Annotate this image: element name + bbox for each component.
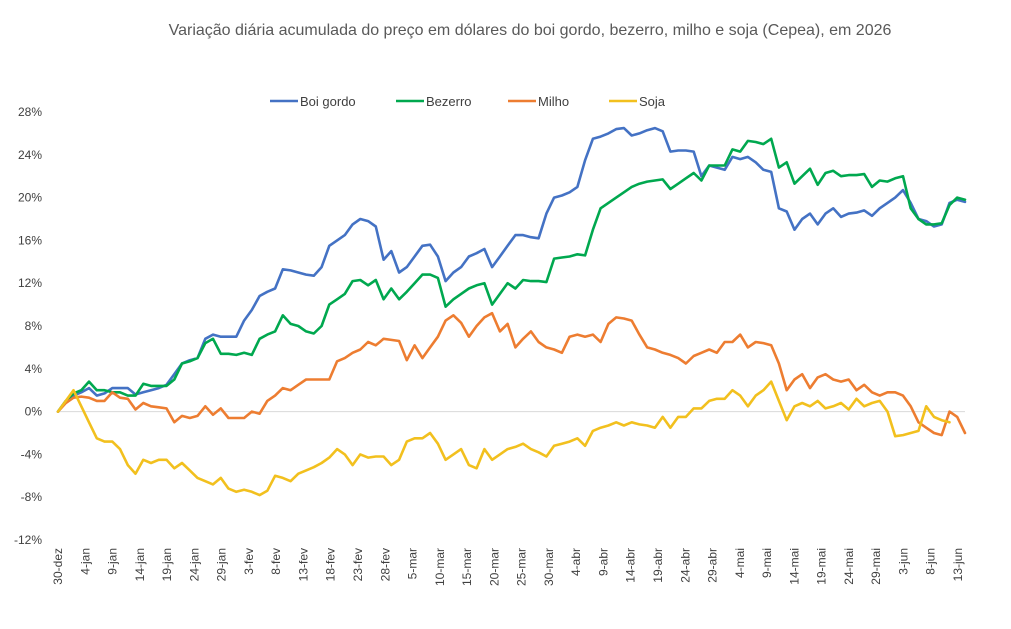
x-tick-label: 24-mai <box>842 548 856 585</box>
x-tick-label: 5-mar <box>406 548 420 579</box>
x-tick-label: 14-jan <box>133 548 147 581</box>
series-line-bezerro <box>56 137 967 413</box>
x-tick-label: 20-mar <box>487 548 501 586</box>
y-tick-label: 8% <box>25 319 43 333</box>
x-tick-label: 28-fev <box>378 548 392 581</box>
legend-label: Milho <box>538 94 569 109</box>
x-axis: 30-dez 4-jan 9-jan 14-jan 19-jan 24-jan 29-jan… <box>51 548 965 586</box>
x-tick-label: 18-fev <box>324 548 338 581</box>
series-group <box>56 126 967 497</box>
x-tick-label: 19-mai <box>815 548 829 585</box>
x-tick-label: 9-jan <box>106 548 120 575</box>
x-tick-label: 14-abr <box>624 548 638 583</box>
y-tick-label: 4% <box>25 362 43 376</box>
x-tick-label: 29-abr <box>706 548 720 583</box>
x-tick-label: 25-mar <box>515 548 529 586</box>
x-tick-label: 29-mai <box>869 548 883 585</box>
legend-label: Bezerro <box>426 94 472 109</box>
x-tick-label: 9-abr <box>596 548 610 576</box>
x-tick-label: 8-fev <box>269 548 283 575</box>
x-tick-label: 13-jun <box>951 548 965 581</box>
series-line-soja <box>56 380 951 497</box>
x-tick-label: 4-jan <box>78 548 92 575</box>
legend-label: Soja <box>639 94 666 109</box>
x-tick-label: 23-fev <box>351 548 365 581</box>
y-tick-label: 16% <box>18 233 42 247</box>
x-tick-label: 4-mai <box>733 548 747 578</box>
y-tick-label: -8% <box>21 490 43 504</box>
x-tick-label: 19-jan <box>160 548 174 581</box>
x-tick-label: 3-fev <box>242 548 256 575</box>
y-tick-label: 12% <box>18 276 42 290</box>
y-tick-label: 20% <box>18 191 42 205</box>
y-tick-label: 0% <box>25 405 43 419</box>
series-line-milho <box>56 311 967 437</box>
x-tick-label: 14-mai <box>787 548 801 585</box>
x-tick-label: 30-mar <box>542 548 556 586</box>
chart-legend: Boi gordo Bezerro Milho Soja <box>270 94 666 109</box>
x-tick-label: 13-fev <box>296 548 310 581</box>
x-tick-label: 24-abr <box>678 548 692 583</box>
y-tick-label: 24% <box>18 148 42 162</box>
x-tick-label: 30-dez <box>51 548 65 585</box>
x-tick-label: 3-jun <box>896 548 910 575</box>
y-tick-label: -4% <box>21 447 43 461</box>
chart-title: Variação diária acumulada do preço em dó… <box>169 22 892 39</box>
y-axis: 28% 24% 20% 16% 12% 8% 4% 0% -4% -8% -12% <box>14 105 42 547</box>
x-tick-label: 29-jan <box>215 548 229 581</box>
y-tick-label: 28% <box>18 105 42 119</box>
legend-label: Boi gordo <box>300 94 356 109</box>
series-line-boi-gordo <box>56 126 967 413</box>
x-tick-label: 19-abr <box>651 548 665 583</box>
x-tick-label: 4-abr <box>569 548 583 576</box>
x-tick-label: 24-jan <box>187 548 201 581</box>
y-tick-label: -12% <box>14 533 42 547</box>
x-tick-label: 10-mar <box>433 548 447 586</box>
x-tick-label: 9-mai <box>760 548 774 578</box>
x-tick-label: 15-mar <box>460 548 474 586</box>
x-tick-label: 8-jun <box>924 548 938 575</box>
